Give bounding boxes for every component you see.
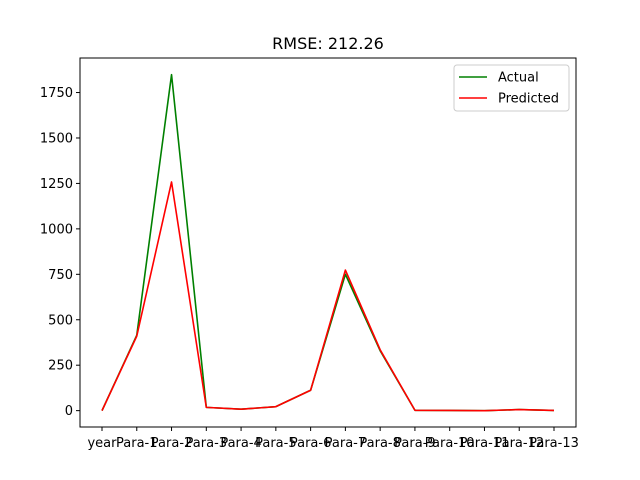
x-tick-label: Para-4 xyxy=(220,436,262,451)
y-tick-label: 1500 xyxy=(40,131,73,146)
series-line-predicted xyxy=(101,181,555,412)
y-tick-label: 1000 xyxy=(40,222,73,237)
x-tick-label: Para-12 xyxy=(494,436,544,451)
x-tick-label: Para-11 xyxy=(460,436,510,451)
legend-label-predicted: Predicted xyxy=(498,92,559,107)
legend: Actual Predicted xyxy=(453,64,570,112)
x-tick-label: Para-8 xyxy=(359,436,401,451)
x-tick-label: Para-10 xyxy=(425,436,475,451)
chart-title: RMSE: 212.26 xyxy=(272,34,384,53)
legend-label-actual: Actual xyxy=(498,71,539,86)
y-tick-label: 250 xyxy=(48,359,73,374)
x-tick-label: Para-1 xyxy=(116,436,158,451)
x-tick-label: Para-6 xyxy=(290,436,332,451)
axes-frame xyxy=(79,57,577,428)
x-tick-label: Para-13 xyxy=(529,436,579,451)
y-tick-label: 750 xyxy=(48,268,73,283)
x-tick-label: Para-5 xyxy=(255,436,297,451)
y-tick-label: 1250 xyxy=(40,177,73,192)
x-tick-label: Para-7 xyxy=(325,436,367,451)
y-tick-label: 500 xyxy=(48,313,73,328)
y-tick-label: 0 xyxy=(65,404,73,419)
x-tick-label: Para-3 xyxy=(186,436,228,451)
y-tick-label: 1750 xyxy=(40,86,73,101)
x-tick-label: Para-2 xyxy=(151,436,193,451)
x-tick-label: Para-9 xyxy=(394,436,436,451)
x-tick-label: year xyxy=(87,436,117,451)
